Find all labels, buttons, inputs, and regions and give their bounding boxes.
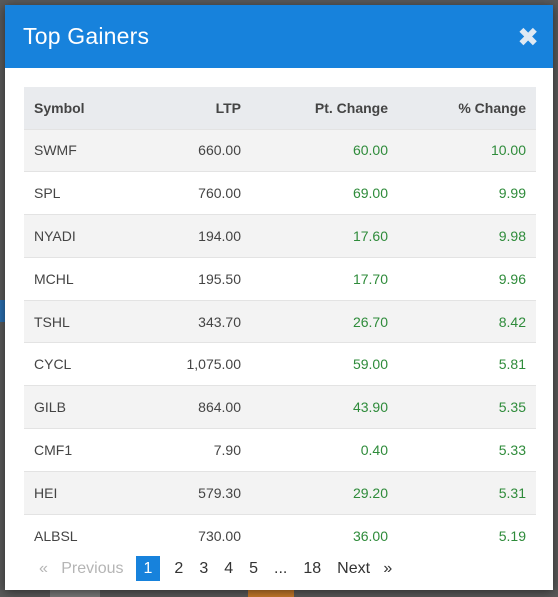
cell-ltp: 1,075.00 [144, 342, 251, 386]
cell-symbol: TSHL [24, 299, 144, 343]
table-row[interactable]: NYADI 194.00 17.60 9.98 [24, 214, 536, 258]
column-header-pt-change[interactable]: Pt. Change [314, 99, 388, 116]
modal-header: Top Gainers ✖ [5, 5, 553, 68]
cell-symbol: SWMF [24, 128, 144, 172]
modal-title: Top Gainers [23, 23, 150, 49]
close-icon[interactable]: ✖ [517, 22, 539, 52]
cell-symbol: NYADI [24, 214, 144, 258]
cell-pct-change: 5.33 [398, 428, 536, 472]
table-body: SWMF 660.00 60.00 10.00 SPL 760.00 69.00… [24, 128, 536, 557]
cell-symbol: MCHL [24, 256, 144, 301]
cell-ltp: 194.00 [144, 214, 251, 258]
gainers-table-wrap: Symbol LTP Pt. Change % Change SWMF 660.… [24, 87, 536, 557]
double-chevron-left-icon: « [39, 560, 48, 577]
table-row[interactable]: SPL 760.00 69.00 9.99 [24, 171, 536, 215]
cell-symbol: HEI [24, 470, 144, 515]
page-button-4[interactable]: 4 [224, 560, 234, 577]
page-button-18[interactable]: 18 [303, 560, 322, 577]
table-row[interactable]: CYCL 1,075.00 59.00 5.81 [24, 342, 536, 386]
cell-pct-change: 5.35 [398, 385, 536, 429]
cell-ltp: 195.50 [144, 256, 251, 301]
backdrop-fragment [0, 300, 5, 322]
table-row[interactable]: CMF1 7.90 0.40 5.33 [24, 428, 536, 472]
table-row[interactable]: MCHL 195.50 17.70 9.96 [24, 256, 536, 301]
cell-ltp: 760.00 [144, 171, 251, 215]
previous-label: Previous [61, 560, 124, 577]
table-header: Symbol LTP Pt. Change % Change [24, 87, 536, 129]
cell-pt-change: 29.20 [251, 470, 398, 515]
cell-pct-change: 9.99 [398, 171, 536, 215]
backdrop-fragment [248, 590, 294, 597]
cell-ltp: 730.00 [144, 513, 251, 557]
cell-ltp: 660.00 [144, 128, 251, 172]
cell-pt-change: 0.40 [251, 428, 398, 472]
cell-pct-change: 10.00 [398, 128, 536, 172]
cell-symbol: CMF1 [24, 428, 144, 472]
previous-page-button[interactable]: « Previous [31, 556, 132, 581]
double-chevron-right-icon: » [383, 560, 393, 577]
cell-ltp: 343.70 [144, 299, 251, 343]
cell-ltp: 7.90 [144, 428, 251, 472]
column-header-symbol[interactable]: Symbol [34, 99, 85, 116]
cell-pct-change: 5.31 [398, 470, 536, 515]
gainers-table: Symbol LTP Pt. Change % Change SWMF 660.… [24, 87, 536, 557]
table-row[interactable]: GILB 864.00 43.90 5.35 [24, 385, 536, 429]
backdrop-fragment [50, 590, 100, 597]
table-header-row: Symbol LTP Pt. Change % Change [24, 87, 536, 129]
cell-ltp: 579.30 [144, 470, 251, 515]
cell-symbol: SPL [24, 171, 144, 215]
cell-pct-change: 8.42 [398, 299, 536, 343]
cell-symbol: ALBSL [24, 513, 144, 557]
cell-pt-change: 26.70 [251, 299, 398, 343]
cell-pt-change: 36.00 [251, 513, 398, 557]
column-header-pct-change[interactable]: % Change [458, 99, 526, 116]
cell-pt-change: 60.00 [251, 128, 398, 172]
cell-pct-change: 5.19 [398, 513, 536, 557]
cell-pt-change: 59.00 [251, 342, 398, 386]
page-button-3[interactable]: 3 [199, 560, 209, 577]
pagination-ellipsis: ... [274, 560, 288, 577]
next-label: Next [337, 560, 371, 577]
cell-pt-change: 17.70 [251, 256, 398, 301]
column-header-ltp[interactable]: LTP [215, 99, 241, 116]
cell-pt-change: 17.60 [251, 214, 398, 258]
cell-symbol: CYCL [24, 342, 144, 386]
cell-pt-change: 43.90 [251, 385, 398, 429]
table-row[interactable]: SWMF 660.00 60.00 10.00 [24, 128, 536, 172]
cell-pct-change: 9.96 [398, 256, 536, 301]
top-gainers-modal: Top Gainers ✖ Symbol LTP Pt. Change % Ch… [5, 5, 553, 590]
cell-pt-change: 69.00 [251, 171, 398, 215]
cell-symbol: GILB [24, 385, 144, 429]
page-button-2[interactable]: 2 [174, 560, 184, 577]
cell-ltp: 864.00 [144, 385, 251, 429]
page-button-5[interactable]: 5 [249, 560, 259, 577]
next-page-button[interactable]: Next » [329, 556, 400, 581]
table-row[interactable]: ALBSL 730.00 36.00 5.19 [24, 513, 536, 557]
cell-pct-change: 5.81 [398, 342, 536, 386]
pagination: « Previous 1 2 3 4 5 ... 18 Next » [31, 556, 400, 581]
table-row[interactable]: HEI 579.30 29.20 5.31 [24, 470, 536, 515]
table-row[interactable]: TSHL 343.70 26.70 8.42 [24, 299, 536, 343]
page-button-1[interactable]: 1 [135, 556, 161, 581]
cell-pct-change: 9.98 [398, 214, 536, 258]
